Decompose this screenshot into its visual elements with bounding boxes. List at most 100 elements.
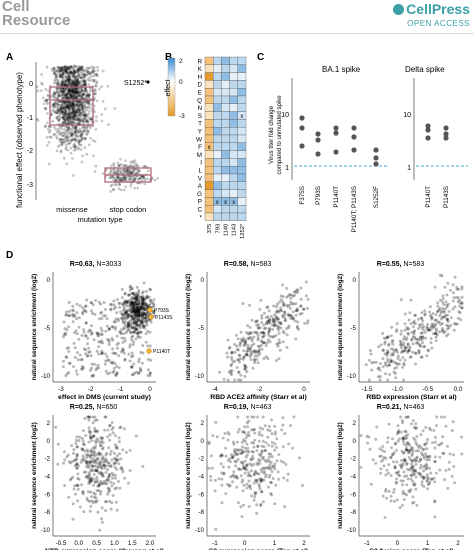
- scatter-point: [104, 471, 108, 474]
- scatter-point: [131, 298, 135, 302]
- missense-point: [60, 80, 63, 84]
- scatter-point: [285, 295, 289, 299]
- scatter-point: [97, 352, 101, 356]
- highlighted-mutation-label: P793S: [154, 308, 170, 314]
- missense-point: [60, 104, 64, 107]
- scatter-point: [231, 474, 234, 478]
- scatter-point: [396, 424, 400, 428]
- heatmap-row-label: W: [196, 136, 202, 143]
- stop-codon-point: [115, 169, 119, 173]
- missense-point: [63, 65, 67, 69]
- scatter-point: [99, 311, 103, 315]
- missense-point: [65, 116, 68, 120]
- missense-point: [77, 87, 81, 91]
- scatter-point: [122, 336, 126, 340]
- scatter-point: [291, 446, 294, 450]
- missense-point: [67, 106, 71, 110]
- scatter-point: [423, 344, 427, 348]
- missense-point: [71, 106, 75, 110]
- missense-point: [83, 87, 87, 91]
- scatter-point: [141, 319, 145, 323]
- scatter-point: [141, 297, 145, 301]
- scatter-point: [110, 421, 114, 424]
- wildtype-marker: x: [224, 200, 227, 206]
- scatter-point: [123, 315, 127, 319]
- stop-codon-point: [124, 169, 128, 173]
- plot-ytick: 2: [200, 420, 204, 427]
- stop-codon-point: [116, 161, 120, 165]
- scatter-point: [133, 312, 137, 315]
- missense-point: [75, 118, 79, 122]
- missense-point: [77, 93, 81, 97]
- scatter-point: [441, 300, 445, 304]
- scatter-point: [294, 313, 298, 317]
- scatter-point: [369, 349, 372, 352]
- missense-point: [67, 103, 71, 106]
- stop-codon-point: [124, 185, 127, 189]
- scatter-point: [130, 351, 134, 355]
- scatter-point: [270, 418, 273, 422]
- heatmap-cell: [213, 134, 222, 143]
- missense-point: [67, 88, 70, 92]
- missense-point: [60, 109, 63, 113]
- heatmap-cell: [213, 95, 222, 104]
- missense-point: [65, 84, 68, 87]
- scatter-point: [427, 328, 431, 332]
- scatter-point: [424, 336, 427, 340]
- heatmap-cell: [237, 103, 247, 112]
- missense-point: [100, 119, 104, 123]
- scatter-point: [81, 429, 85, 433]
- scatter-point: [275, 459, 279, 463]
- scatter-point: [249, 358, 253, 361]
- scatter-point: [410, 454, 414, 457]
- heatmap-cell: [204, 205, 214, 214]
- scatter-point: [109, 480, 113, 484]
- missense-point: [75, 108, 79, 112]
- missense-point: [75, 78, 79, 81]
- heatmap-cell: [213, 111, 222, 120]
- scatter-point: [97, 340, 101, 344]
- scatter-point: [410, 330, 414, 334]
- heatmap-cell: [221, 181, 230, 190]
- scatter-point: [111, 494, 115, 497]
- scatter-point: [124, 311, 128, 315]
- missense-point: [72, 72, 75, 75]
- missense-point: [61, 110, 65, 113]
- delta-replicate-point: [443, 135, 449, 141]
- scatter-point: [132, 296, 136, 300]
- scatter-point: [439, 415, 443, 419]
- colorbar-tick: -3: [179, 113, 185, 120]
- scatter-point: [124, 301, 128, 304]
- scatter-point: [120, 317, 124, 321]
- scatter-point: [82, 308, 86, 312]
- stop-codon-point: [117, 164, 121, 168]
- missense-point: [64, 111, 67, 115]
- scatter-point: [456, 316, 460, 320]
- missense-point: [62, 72, 66, 76]
- stop-codon-point: [119, 168, 123, 172]
- missense-point: [85, 95, 89, 98]
- missense-point: [88, 89, 92, 93]
- missense-point: [82, 92, 85, 96]
- scatter-point: [138, 323, 142, 326]
- scatter-point: [408, 311, 412, 315]
- scatter-point: [413, 438, 417, 442]
- scatter-point: [277, 328, 281, 332]
- scatter-point: [260, 490, 264, 494]
- scatter-point: [100, 352, 103, 356]
- scatter-point: [82, 470, 86, 474]
- missense-point: [80, 76, 83, 80]
- missense-point: [61, 72, 65, 76]
- plot-ytick: -4: [350, 474, 356, 481]
- missense-point: [57, 94, 61, 98]
- missense-point: [89, 126, 92, 130]
- scatter-point: [385, 496, 389, 500]
- scatter-point: [289, 296, 293, 300]
- heatmap-cell: [213, 64, 222, 73]
- scatter-point: [394, 376, 398, 380]
- missense-point: [86, 78, 89, 81]
- stop-codon-point: [119, 176, 123, 180]
- missense-point: [77, 147, 81, 151]
- scatter-point: [387, 422, 391, 426]
- missense-point: [66, 112, 70, 116]
